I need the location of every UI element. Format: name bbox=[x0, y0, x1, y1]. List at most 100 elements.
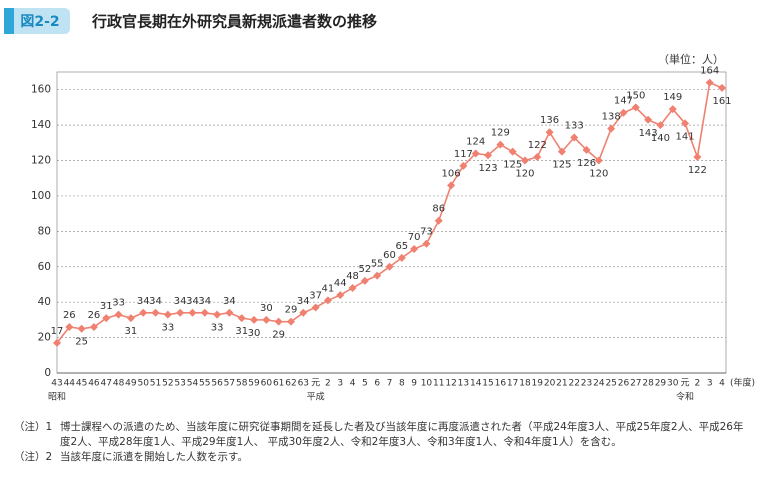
x-tick-label: 54 bbox=[187, 379, 199, 389]
value-label: 34 bbox=[186, 296, 199, 307]
value-label: 31 bbox=[100, 301, 113, 312]
y-tick-label: 0 bbox=[44, 367, 51, 379]
value-label: 150 bbox=[626, 90, 645, 101]
data-point bbox=[139, 308, 148, 317]
x-tick-label: 47 bbox=[101, 379, 112, 389]
data-point bbox=[508, 147, 517, 156]
x-tick-label: 12 bbox=[445, 379, 456, 389]
data-point bbox=[533, 152, 542, 161]
x-tick-label: 62 bbox=[285, 379, 296, 389]
data-point bbox=[53, 338, 61, 347]
y-tick-label: 40 bbox=[38, 296, 51, 308]
x-tick-label: 8 bbox=[399, 379, 405, 389]
data-point bbox=[644, 115, 653, 124]
x-tick-label: 18 bbox=[519, 379, 531, 389]
x-tick-label: 2 bbox=[695, 379, 701, 389]
x-tick-label: 3 bbox=[707, 379, 713, 389]
data-point bbox=[434, 216, 443, 225]
x-tick-label: 45 bbox=[76, 379, 87, 389]
x-tick-label: 2 bbox=[325, 379, 331, 389]
x-tick-label: 24 bbox=[593, 379, 605, 389]
value-label: 34 bbox=[223, 296, 236, 307]
badge-bg bbox=[4, 8, 70, 34]
value-label: 26 bbox=[88, 310, 101, 321]
data-point bbox=[360, 276, 369, 285]
value-label: 31 bbox=[125, 326, 138, 337]
data-point bbox=[570, 133, 579, 142]
x-tick-label: 61 bbox=[273, 379, 284, 389]
plot-frame bbox=[56, 71, 727, 374]
x-tick-label: 13 bbox=[458, 379, 469, 389]
x-tick-label: 56 bbox=[211, 379, 223, 389]
x-unit: (年度) bbox=[730, 377, 755, 389]
figure-number: 図2-2 bbox=[20, 14, 59, 30]
x-tick-label: 49 bbox=[125, 379, 137, 389]
x-tick-label: 63 bbox=[298, 379, 309, 389]
data-point bbox=[681, 119, 690, 128]
x-tick-label: 7 bbox=[387, 379, 393, 389]
x-tick-label: 53 bbox=[174, 379, 185, 389]
data-point bbox=[151, 308, 160, 317]
value-label: 129 bbox=[491, 128, 510, 139]
data-point bbox=[65, 322, 74, 331]
data-point bbox=[373, 271, 382, 280]
value-label: 73 bbox=[420, 227, 433, 238]
x-tick-label: 55 bbox=[199, 379, 210, 389]
value-label: 141 bbox=[676, 131, 695, 142]
value-label: 34 bbox=[174, 296, 187, 307]
value-label: 136 bbox=[540, 115, 559, 126]
x-tick-label: 22 bbox=[568, 379, 579, 389]
data-point bbox=[114, 310, 123, 319]
unit-label: （単位：人） bbox=[658, 52, 724, 66]
x-tick-label: 5 bbox=[362, 379, 368, 389]
data-point bbox=[237, 314, 246, 323]
value-label: 30 bbox=[260, 303, 273, 314]
data-point bbox=[336, 291, 345, 300]
era-label: 平成 bbox=[307, 391, 325, 403]
value-label: 52 bbox=[359, 264, 372, 275]
value-label: 124 bbox=[466, 136, 485, 147]
x-tick-label: 43 bbox=[51, 379, 62, 389]
data-point bbox=[89, 322, 98, 331]
data-point bbox=[496, 140, 505, 149]
y-tick-label: 160 bbox=[31, 84, 51, 96]
x-tick-label: 15 bbox=[482, 379, 493, 389]
x-tick-label: 30 bbox=[667, 379, 679, 389]
data-point bbox=[619, 108, 628, 117]
x-tick-label: 20 bbox=[544, 379, 556, 389]
note-label: （注）1 bbox=[14, 421, 53, 433]
y-tick-label: 120 bbox=[31, 155, 51, 167]
value-label: 138 bbox=[602, 112, 621, 123]
data-point bbox=[299, 308, 308, 317]
value-label: 34 bbox=[297, 296, 310, 307]
x-tick-label: 元 bbox=[681, 379, 690, 389]
data-point bbox=[718, 83, 726, 92]
x-tick-label: 28 bbox=[642, 379, 654, 389]
data-point bbox=[668, 105, 677, 114]
data-point bbox=[102, 314, 111, 323]
data-point bbox=[225, 308, 234, 317]
data-point bbox=[520, 156, 529, 165]
x-tick-label: 57 bbox=[224, 379, 235, 389]
value-label: 33 bbox=[112, 298, 125, 309]
data-point bbox=[385, 262, 394, 271]
note: （注）1 博士課程への派遣のため、当該年度に研究従事期間を延長した者及び当該年度に… bbox=[14, 420, 744, 450]
x-tick-label: 16 bbox=[495, 379, 507, 389]
x-tick-label: 29 bbox=[655, 379, 667, 389]
value-label: 33 bbox=[211, 323, 224, 334]
data-point bbox=[631, 103, 640, 112]
x-tick-label: 25 bbox=[605, 379, 616, 389]
value-label: 34 bbox=[137, 296, 150, 307]
value-label: 17 bbox=[51, 326, 64, 337]
value-label: 126 bbox=[577, 158, 596, 169]
value-label: 140 bbox=[651, 133, 670, 144]
value-label: 33 bbox=[161, 323, 174, 334]
data-point bbox=[471, 149, 480, 158]
note-text: 当該年度に派遣を開始した人数を示す。 bbox=[60, 451, 248, 463]
data-point bbox=[582, 145, 591, 154]
note-label: （注）2 bbox=[14, 451, 53, 463]
data-point bbox=[656, 121, 665, 130]
y-tick-label: 100 bbox=[31, 190, 51, 202]
x-tick-label: 44 bbox=[64, 379, 76, 389]
